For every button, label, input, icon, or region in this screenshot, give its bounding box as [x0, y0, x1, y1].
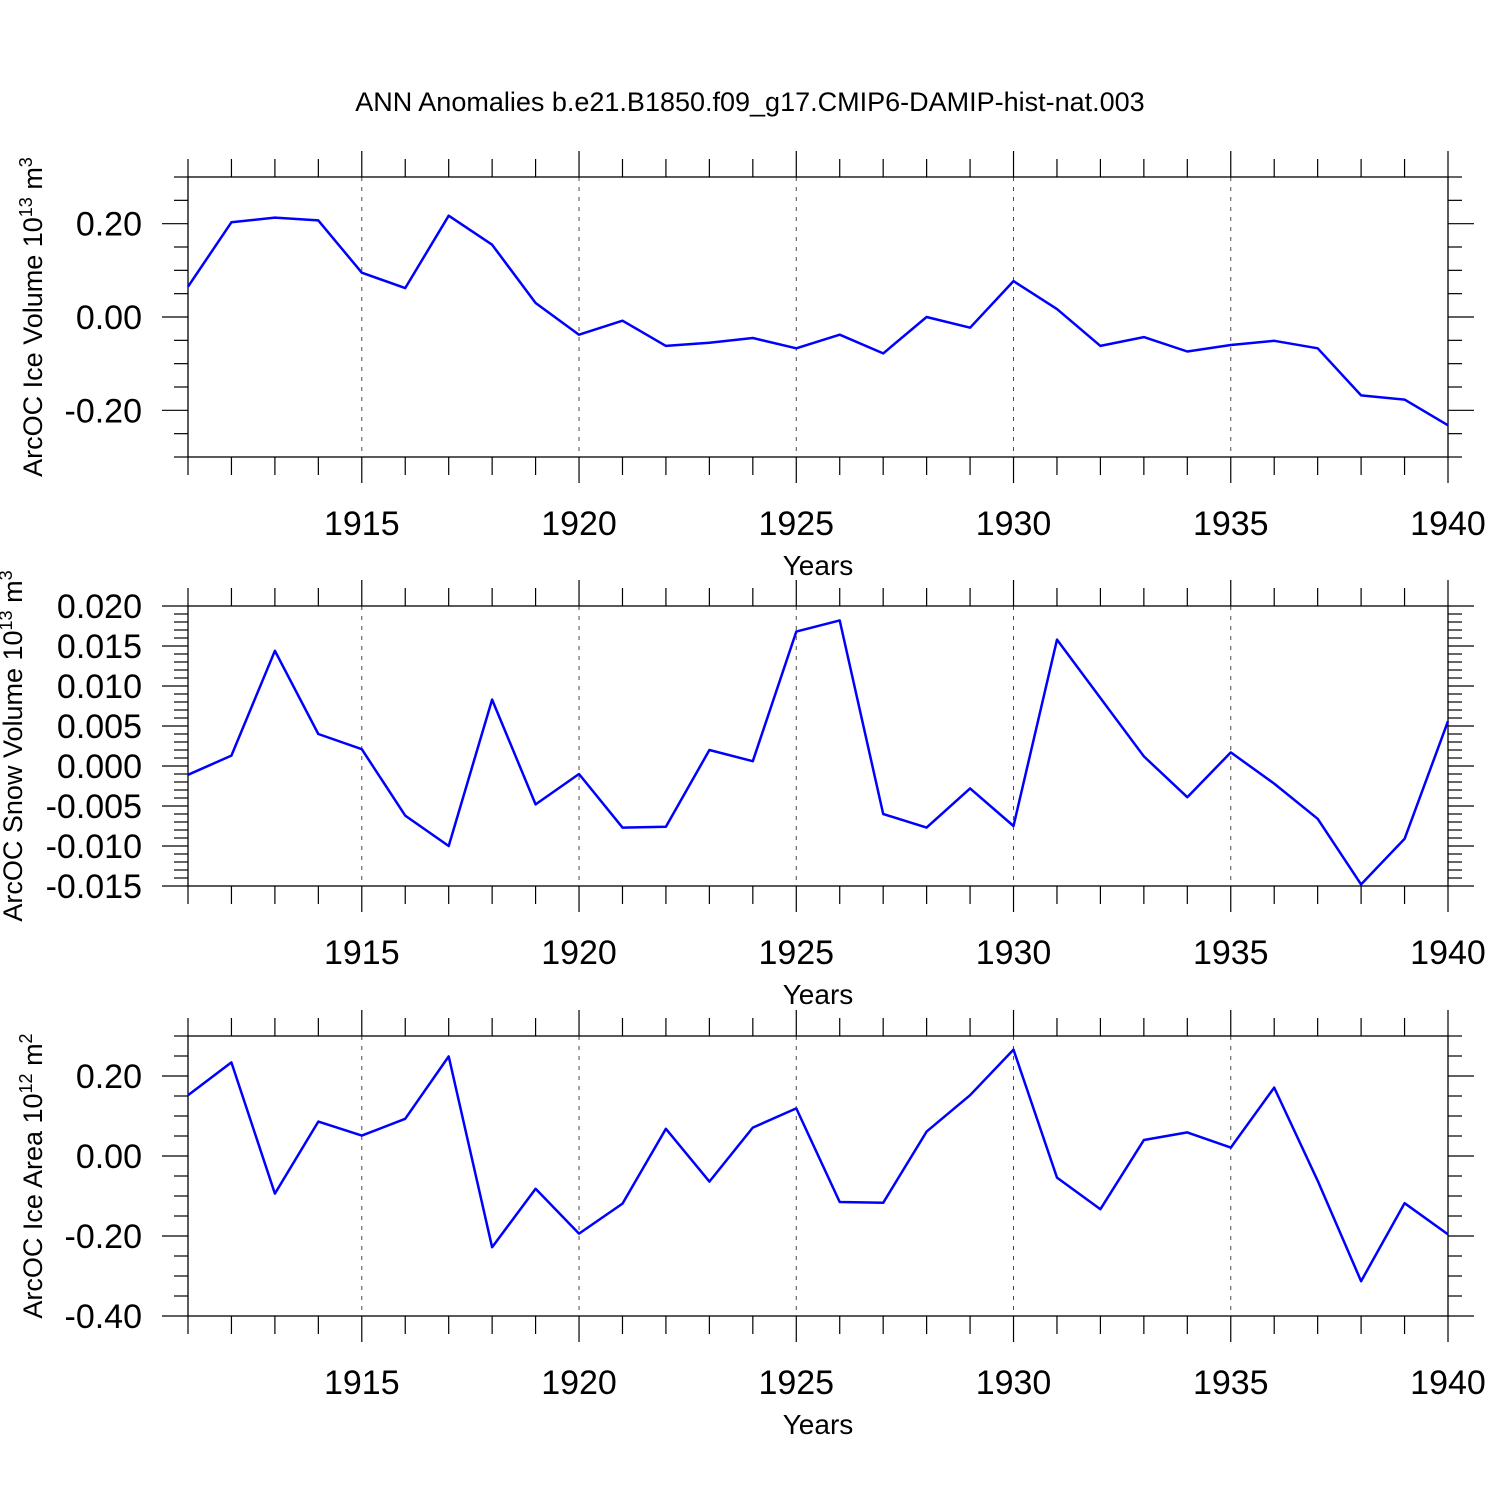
panel-0-x-tick-label: 1930 [976, 505, 1052, 543]
panel-0-y-tick-label: -0.20 [65, 392, 143, 430]
panel-2-series-line [187, 1048, 1449, 1283]
panel-0-y-tick-label: 0.20 [76, 206, 142, 244]
panel-0-y-axis-title-unit-exp: 3 [16, 157, 36, 167]
panel-0-x-axis-title: Years [783, 550, 854, 581]
panel-2-x-tick-label: 1920 [541, 1364, 617, 1402]
panel-0-x-tick-label: 1935 [1193, 505, 1269, 543]
panel-2-y-tick-label: -0.20 [65, 1218, 143, 1256]
panel-0-x-tick-label: 1925 [758, 505, 834, 543]
panel-1-x-tick-label: 1920 [541, 934, 617, 972]
panel-0-plot-frame [187, 176, 1449, 458]
panel-2-y-axis-title-unit: m [18, 1043, 48, 1073]
panel-1-y-tick-label: 0.010 [57, 668, 142, 706]
panel-1-y-tick-label: -0.005 [46, 788, 142, 826]
panel-1-y-axis-title: ArcOC Snow Volume 1013 m3 [0, 570, 28, 921]
panel-0-series-line [186, 214, 1449, 427]
panel-1-y-axis-title-unit-exp: 3 [0, 570, 16, 580]
panel-2-x-tick-label: 1930 [976, 1364, 1052, 1402]
panel-1-y-axis-title-main: ArcOC Snow Volume 10 [0, 630, 28, 921]
panel-1-x-tick-label: 1925 [758, 934, 834, 972]
panel-1-y-tick-label: 0.020 [57, 588, 142, 626]
panel-0-y-axis-title-main: ArcOC Ice Volume 10 [18, 217, 48, 477]
panel-2-x-tick-label: 1915 [324, 1364, 400, 1402]
panel-0-y-axis-title-exp: 13 [16, 197, 36, 217]
panel-2-x-tick-label: 1935 [1193, 1364, 1269, 1402]
panel-1-x-tick-label: 1935 [1193, 934, 1269, 972]
panel-0-y-axis-title: ArcOC Ice Volume 1013 m3 [16, 157, 48, 477]
panel-1-x-tick-label: 1940 [1410, 934, 1486, 972]
panel-0-x-tick-label: 1915 [324, 505, 400, 543]
panel-2-y-tick-label: 0.00 [76, 1138, 142, 1176]
panel-2-x-tick-label: 1925 [758, 1364, 834, 1402]
panel-1-y-tick-label: 0.015 [57, 628, 142, 666]
panel-0-y-tick-label: 0.00 [76, 299, 142, 337]
panel-2-y-tick-label: 0.20 [76, 1058, 142, 1096]
panel-1-series-line [187, 619, 1450, 886]
panel-1-x-tick-label: 1915 [324, 934, 400, 972]
panel-2-y-axis-title-main: ArcOC Ice Area 10 [18, 1093, 48, 1318]
panel-2-x-axis-title: Years [783, 1409, 854, 1440]
panel-1-y-axis-title-exp: 13 [0, 610, 16, 630]
panel-1-x-tick-label: 1930 [976, 934, 1052, 972]
panel-2-y-axis-title-unit-exp: 2 [16, 1033, 36, 1043]
panel-ice-area: -0.40 -0.20 0.00 0.20 1915 1920 1925 1930 1935 19… [16, 1010, 1486, 1440]
panel-1-y-tick-label: 0.005 [57, 708, 142, 746]
panel-1-y-tick-label: -0.010 [46, 828, 142, 866]
panel-2-x-tick-label: 1940 [1410, 1364, 1486, 1402]
panel-1-plot-frame [187, 605, 1449, 887]
panel-2-y-axis-title-exp: 12 [16, 1073, 36, 1093]
panel-1-y-axis-title-unit: m [0, 580, 28, 610]
panel-snow-volume: -0.015-0.010-0.0050.0000.0050.0100.0150.… [0, 570, 1486, 1010]
panel-2-y-axis-title: ArcOC Ice Area 1012 m2 [16, 1033, 48, 1318]
panel-1-y-tick-label: 0.000 [57, 748, 142, 786]
panel-0-x-tick-label: 1940 [1410, 505, 1486, 543]
panel-1-x-axis-title: Years [783, 979, 854, 1010]
panel-0-y-axis-title-unit: m [18, 167, 48, 197]
panel-ice-volume: -0.20 0.00 0.20 1915 1920 1925 1930 1935 1940 Yea… [16, 151, 1486, 581]
panel-2-y-tick-label: -0.40 [65, 1298, 143, 1336]
chart-title: ANN Anomalies b.e21.B1850.f09_g17.CMIP6-… [355, 87, 1144, 117]
panel-0-x-tick-label: 1920 [541, 505, 617, 543]
panel-2-plot-frame [187, 1035, 1449, 1317]
panel-1-y-tick-label: -0.015 [46, 868, 142, 906]
